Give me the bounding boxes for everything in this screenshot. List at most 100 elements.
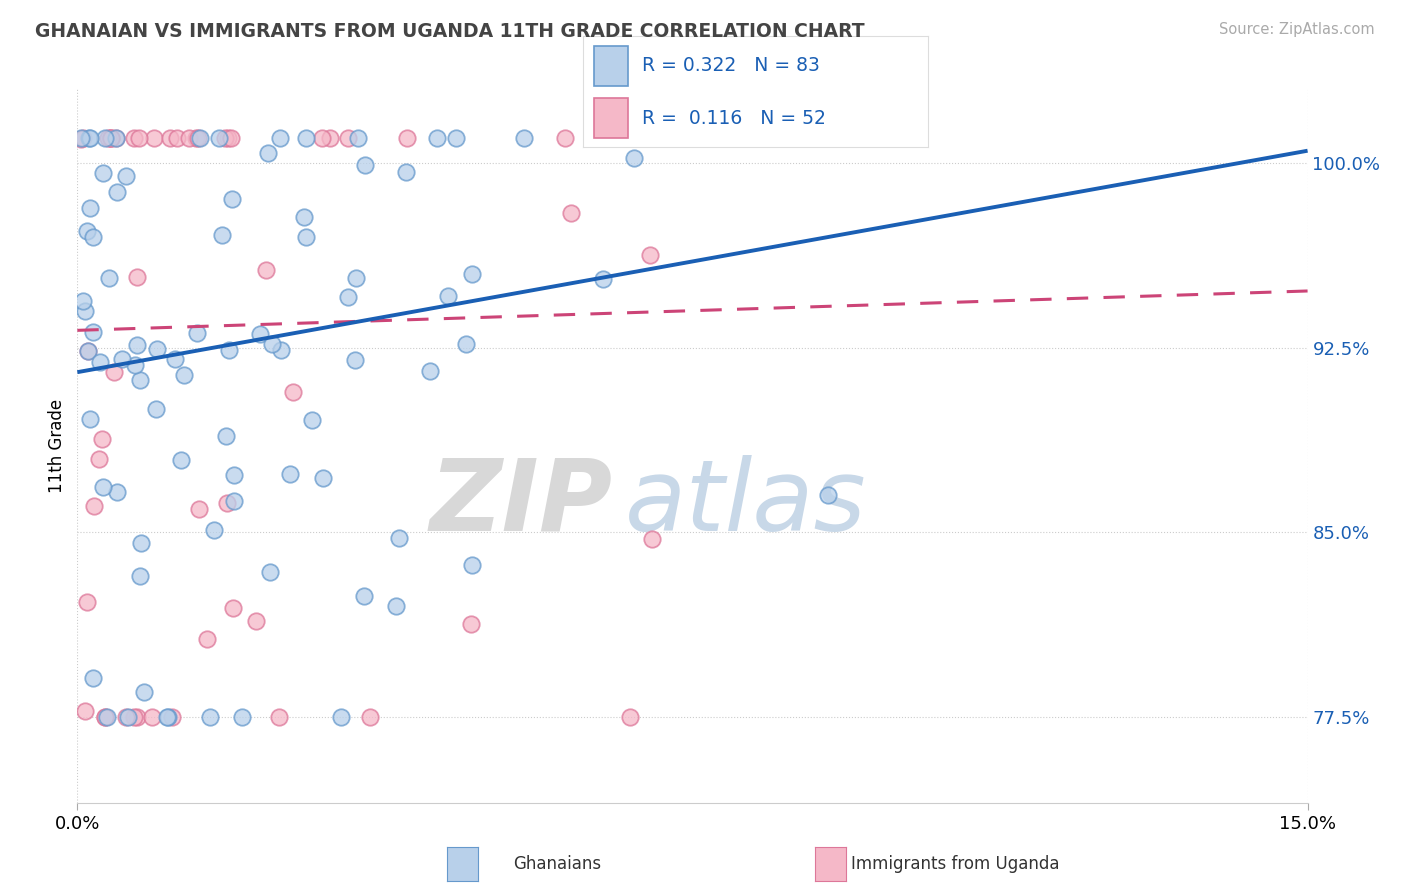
Point — [651, 131, 673, 145]
Point — [76, 344, 98, 359]
Point — [184, 131, 207, 145]
Point — [173, 368, 195, 382]
Y-axis label: 11th Grade: 11th Grade — [48, 399, 66, 493]
Point — [295, 131, 318, 145]
Point — [396, 131, 419, 145]
Point — [105, 484, 128, 499]
Point — [513, 131, 536, 145]
Point — [188, 131, 211, 145]
Point — [97, 131, 120, 145]
Text: Immigrants from Uganda: Immigrants from Uganda — [851, 855, 1059, 873]
Point — [94, 131, 117, 145]
Point — [105, 185, 128, 199]
Point — [77, 344, 100, 359]
Point — [311, 131, 333, 145]
Point — [79, 412, 101, 426]
Point — [460, 616, 482, 631]
Point — [211, 227, 233, 242]
Point — [94, 709, 117, 723]
Point — [312, 470, 335, 484]
Point — [554, 131, 576, 145]
Point — [454, 337, 477, 351]
Point — [343, 353, 366, 368]
Point — [143, 131, 166, 145]
Point — [260, 337, 283, 351]
Point — [141, 709, 163, 723]
Point — [188, 501, 211, 516]
Text: atlas: atlas — [624, 455, 866, 551]
Point — [166, 131, 188, 145]
Point — [202, 524, 225, 538]
Point — [77, 131, 100, 145]
Point — [125, 709, 148, 723]
Point — [73, 304, 96, 318]
Bar — [593, 45, 628, 86]
Point — [249, 327, 271, 342]
Point — [337, 131, 360, 145]
Point — [294, 230, 316, 244]
Point — [224, 467, 246, 482]
Point — [560, 206, 582, 220]
Point — [461, 267, 484, 281]
Point — [387, 531, 409, 545]
Point — [344, 271, 367, 285]
Point — [127, 337, 149, 351]
Point — [198, 709, 221, 723]
Point — [72, 131, 94, 145]
Point — [89, 355, 111, 369]
Point — [280, 467, 302, 481]
Point — [221, 601, 243, 615]
Point — [437, 289, 460, 303]
Point — [87, 452, 110, 467]
Point — [444, 131, 467, 145]
Point — [218, 343, 240, 357]
Point — [91, 166, 114, 180]
Point — [129, 536, 152, 550]
Point — [82, 230, 104, 244]
Point — [134, 684, 156, 698]
Point — [254, 263, 277, 277]
Point — [208, 131, 231, 145]
Point — [638, 248, 661, 262]
Point — [217, 131, 239, 145]
Point — [623, 151, 645, 165]
Text: Source: ZipAtlas.com: Source: ZipAtlas.com — [1219, 22, 1375, 37]
Point — [70, 131, 93, 145]
Point — [186, 326, 208, 341]
Point — [179, 131, 201, 145]
Point — [219, 131, 242, 145]
Point — [270, 343, 292, 357]
Text: R = 0.322   N = 83: R = 0.322 N = 83 — [643, 56, 820, 75]
Point — [222, 494, 245, 508]
Point — [259, 565, 281, 579]
Point — [82, 671, 104, 685]
Point — [269, 131, 291, 145]
Point — [115, 709, 138, 723]
Text: Ghanaians: Ghanaians — [513, 855, 602, 873]
Point — [100, 131, 122, 145]
Point — [337, 290, 360, 304]
Point — [353, 589, 375, 603]
Point — [215, 429, 238, 443]
Point — [641, 532, 664, 546]
Point — [146, 343, 169, 357]
Point — [79, 201, 101, 215]
Point — [245, 614, 267, 628]
Point — [165, 351, 187, 366]
Point — [301, 413, 323, 427]
Point — [619, 709, 641, 723]
Point — [214, 131, 236, 145]
Point — [128, 131, 150, 145]
Point — [395, 165, 418, 179]
Point — [461, 558, 484, 573]
Text: ZIP: ZIP — [429, 455, 613, 551]
Point — [100, 131, 122, 145]
Point — [195, 632, 218, 646]
Text: R =  0.116   N = 52: R = 0.116 N = 52 — [643, 109, 825, 128]
Point — [128, 569, 150, 583]
Point — [115, 169, 138, 183]
Point — [170, 452, 193, 467]
Point — [125, 270, 148, 285]
Point — [103, 365, 125, 379]
Point — [79, 131, 101, 145]
